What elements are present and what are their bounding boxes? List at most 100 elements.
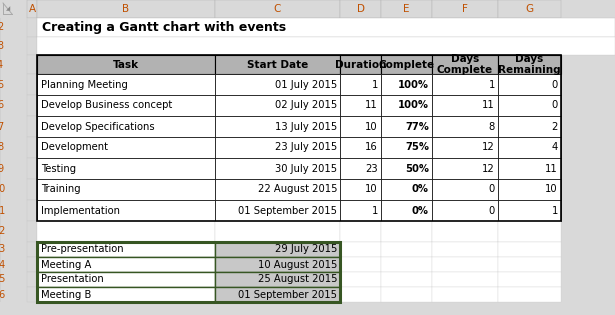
Bar [381,55,432,74]
Bar [37,95,215,116]
Text: 0%: 0% [412,185,429,194]
Bar [498,272,561,287]
Bar [432,287,498,302]
Bar [37,257,215,272]
Bar [381,158,432,179]
Text: Training: Training [41,185,81,194]
Text: Task: Task [113,60,139,70]
Text: F: F [462,4,468,14]
Bar [340,137,381,158]
Bar [215,272,340,287]
Text: Planning Meeting: Planning Meeting [41,79,128,89]
Bar [215,287,340,302]
Bar [340,221,381,242]
Text: 4: 4 [0,60,3,70]
Bar [381,257,432,272]
Text: Remaining: Remaining [498,65,561,75]
Text: 12: 12 [0,226,6,237]
Bar [27,257,37,272]
Text: Develop Specifications: Develop Specifications [41,122,154,131]
Text: G: G [525,4,534,14]
Text: 12: 12 [482,142,495,152]
Text: Pre-presentation: Pre-presentation [41,244,124,255]
Bar [381,272,432,287]
Bar [27,200,37,221]
Bar [27,137,37,158]
Text: 100%: 100% [398,100,429,111]
Text: 29 July 2015: 29 July 2015 [275,244,337,255]
Bar [432,74,498,95]
Text: Testing: Testing [41,163,76,174]
Bar [432,55,498,74]
Text: C: C [274,4,281,14]
Bar [215,257,340,272]
Text: 23: 23 [365,163,378,174]
Bar [498,95,561,116]
Bar [0,0,615,18]
Text: 4: 4 [552,142,558,152]
Bar [498,74,561,95]
Bar [27,95,37,116]
Text: 3: 3 [0,41,3,51]
Bar [37,74,215,95]
Bar [561,74,615,95]
Text: 0: 0 [489,205,495,215]
Bar [37,55,561,221]
Text: A: A [28,4,36,14]
Bar [340,116,381,137]
Bar [27,287,37,302]
Bar [27,116,37,137]
Bar [215,221,340,242]
Bar [215,0,340,18]
Bar [215,95,340,116]
Bar [432,272,498,287]
Bar [498,137,561,158]
Text: Complete: Complete [378,60,435,70]
Bar [37,272,215,287]
Bar [498,116,561,137]
Bar [561,18,615,37]
Text: Implementation: Implementation [41,205,120,215]
Bar [27,158,37,179]
Bar [432,200,498,221]
Bar [37,242,340,302]
Text: 10: 10 [0,185,6,194]
Text: 13 July 2015: 13 July 2015 [275,122,337,131]
Bar [27,179,37,200]
Text: 01 September 2015: 01 September 2015 [238,205,337,215]
Bar [27,37,37,55]
Bar [561,257,615,272]
Bar [381,179,432,200]
Bar [498,287,561,302]
Text: 6: 6 [0,100,3,111]
Text: 77%: 77% [405,122,429,131]
Bar [432,179,498,200]
Bar [561,116,615,137]
Text: 10: 10 [365,122,378,131]
Text: 01 July 2015: 01 July 2015 [275,79,337,89]
Text: 15: 15 [0,274,6,284]
Text: 2: 2 [552,122,558,131]
Bar [37,158,215,179]
Bar [37,18,615,37]
Text: Days: Days [451,54,479,64]
Bar [340,257,381,272]
Text: 11: 11 [0,205,6,215]
Text: Development: Development [41,142,108,152]
Text: 14: 14 [0,260,6,270]
Text: 22 August 2015: 22 August 2015 [258,185,337,194]
Bar [215,55,340,74]
Bar [498,257,561,272]
Bar [381,221,432,242]
Bar [381,242,432,257]
Bar [432,0,498,18]
Bar [432,158,498,179]
Bar [561,55,615,74]
Bar [340,287,381,302]
Bar [37,179,215,200]
Bar [381,137,432,158]
Bar [432,221,498,242]
Bar [27,55,37,74]
Text: Develop Business concept: Develop Business concept [41,100,172,111]
Text: Complete: Complete [437,65,493,75]
